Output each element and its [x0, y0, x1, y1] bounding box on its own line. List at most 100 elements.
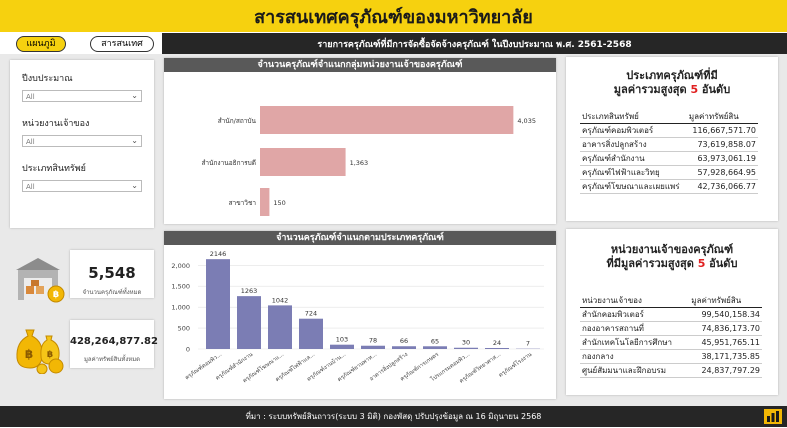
row-value: 45,951,765.11 [689, 336, 762, 350]
tab-info[interactable]: สารสนเทศ [90, 36, 154, 52]
row-value: 73,619,858.07 [687, 138, 758, 152]
vbar-tick-label: 1,000 [171, 304, 190, 312]
svg-text:฿: ฿ [53, 290, 59, 300]
vbar-value-label: 24 [493, 339, 501, 347]
row-name: อาคารสิ่งปลูกสร้าง [580, 138, 687, 152]
vbar-value-label: 1263 [241, 287, 258, 295]
row-value: 38,171,735.85 [689, 350, 762, 364]
tab-map[interactable]: แผนภูมิ [16, 36, 66, 52]
warehouse-icon: ฿ [12, 252, 68, 306]
hbar-chart: สำนัก/สถาบัน 4,035 สำนักงานอธิการบดี 1,363 ส… [164, 72, 556, 222]
top-types-col-value: มูลค่าทรัพย์สิน [687, 109, 758, 124]
hbar-value-label: 1,363 [350, 159, 369, 167]
top-owners-table: หน่วยงานเจ้าของมูลค่าทรัพย์สิน สำนักคอมพ… [580, 293, 762, 378]
row-name: ครุภัณฑ์คอมพิวเตอร์ [580, 124, 687, 138]
row-name: ครุภัณฑ์ไฟฟ้าและวิทยุ [580, 166, 687, 180]
kpi-value-value: 428,264,877.82 [70, 336, 154, 347]
row-value: 99,540,158.34 [689, 308, 762, 322]
row-name: ครุภัณฑ์สำนักงาน [580, 152, 687, 166]
row-name: ครุภัณฑ์โฆษณาและเผยแพร่ [580, 180, 687, 194]
top-owners-col-name: หน่วยงานเจ้าของ [580, 293, 689, 308]
table-row[interactable]: ครุภัณฑ์ไฟฟ้าและวิทยุ57,928,664.95 [580, 166, 758, 180]
filter-value-year: All [26, 93, 35, 101]
vbar-bar [268, 305, 292, 349]
hbar-value-label: 4,035 [517, 117, 536, 125]
filter-label-year: ปีงบประมาณ [22, 71, 73, 85]
vbar-bar [392, 346, 416, 349]
filter-panel: ปีงบประมาณ All⌄ หน่วยงานเจ้าของ All⌄ ประ… [10, 60, 154, 228]
vbar-tick-label: 500 [178, 325, 190, 333]
hbar-chart-card: จำนวนครุภัณฑ์จำแนกกลุ่มหน่วยงานเจ้าของคร… [164, 58, 556, 224]
filter-value-owner: All [26, 138, 35, 146]
top-owners-title-2: ที่มีมูลค่ารวมสูงสุด 5 อันดับ [566, 254, 778, 272]
kpi-value-card: 428,264,877.82 มูลค่าทรัพย์สินทั้งหมด [70, 320, 154, 368]
title-bar: สารสนเทศครุภัณฑ์ของมหาวิทยาลัย [0, 0, 787, 32]
filter-select-asset-type[interactable]: All⌄ [22, 180, 142, 192]
top-types-title-num: 5 [690, 83, 698, 96]
row-value: 24,837,797.29 [689, 364, 762, 378]
vbar-category-label: ครุภัณฑ์โรงงาน [497, 350, 533, 379]
hbar-value-label: 150 [273, 199, 285, 207]
row-value: 74,836,173.70 [689, 322, 762, 336]
top-types-title-2: มูลค่ารวมสูงสุด 5 อันดับ [566, 80, 778, 98]
vbar-value-label: 7 [526, 340, 530, 348]
vbar-chart-card: จำนวนครุภัณฑ์จำแนกตามประเภทครุภัณฑ์ 2,00… [164, 231, 556, 399]
top-owners-title-post: อันดับ [705, 257, 737, 270]
top-types-title-post: อันดับ [698, 83, 730, 96]
row-value: 63,973,061.19 [687, 152, 758, 166]
vbar-bar [423, 346, 447, 349]
hbar-bar [260, 106, 513, 134]
filter-label-owner: หน่วยงานเจ้าของ [22, 116, 89, 130]
row-name: สำนักเทคโนโลยีการศึกษา [580, 336, 689, 350]
kpi-count-label: จำนวนครุภัณฑ์ทั้งหมด [70, 287, 154, 297]
page-title: สารสนเทศครุภัณฑ์ของมหาวิทยาลัย [254, 2, 533, 31]
hbar-category-label: สำนัก/สถาบัน [218, 117, 257, 125]
filter-value-asset-type: All [26, 183, 35, 191]
filter-label-asset-type: ประเภทสินทรัพย์ [22, 161, 86, 175]
row-name: กองอาคารสถานที่ [580, 322, 689, 336]
kpi-value-label: มูลค่าทรัพย์สินทั้งหมด [70, 354, 154, 364]
hbar-category-label: สำนักงานอธิการบดี [201, 159, 256, 167]
table-row[interactable]: ครุภัณฑ์โฆษณาและเผยแพร่42,736,066.77 [580, 180, 758, 194]
table-row[interactable]: ครุภัณฑ์คอมพิวเตอร์116,667,571.70 [580, 124, 758, 138]
vbar-value-label: 30 [462, 339, 470, 347]
table-row[interactable]: สำนักคอมพิวเตอร์99,540,158.34 [580, 308, 762, 322]
kpi-count-value: 5,548 [70, 264, 154, 282]
subtitle: รายการครุภัณฑ์ที่มีการจัดซื้อจัดจ้างครุภ… [317, 37, 631, 51]
vbar-chart: 2,0001,5001,00050002146ครุภัณฑ์คอมพิว...… [164, 245, 556, 399]
row-name: สำนักคอมพิวเตอร์ [580, 308, 689, 322]
vbar-bar [206, 259, 230, 349]
vbar-value-label: 103 [336, 336, 348, 344]
vbar-value-label: 1042 [272, 296, 289, 304]
vbar-chart-title: จำนวนครุภัณฑ์จำแนกตามประเภทครุภัณฑ์ [164, 231, 556, 245]
hbar-chart-title: จำนวนครุภัณฑ์จำแนกกลุ่มหน่วยงานเจ้าของคร… [164, 58, 556, 72]
top-types-table: ประเภทสินทรัพย์มูลค่าทรัพย์สิน ครุภัณฑ์ค… [580, 109, 758, 194]
footer: ที่มา : ระบบทรัพย์สินถาวร(ระบบ 3 มิติ) ก… [0, 406, 787, 427]
vbar-bar [454, 348, 478, 349]
vbar-bar [330, 345, 354, 349]
footer-source: ที่มา : ระบบทรัพย์สินถาวร(ระบบ 3 มิติ) ก… [246, 410, 542, 423]
vbar-value-label: 65 [431, 337, 439, 345]
vbar-bar [237, 296, 261, 349]
row-name: กองกลาง [580, 350, 689, 364]
vbar-value-label: 2146 [210, 250, 227, 258]
top-owners-col-value: มูลค่าทรัพย์สิน [689, 293, 762, 308]
vbar-tick-label: 1,500 [171, 283, 190, 291]
filter-select-owner[interactable]: All⌄ [22, 135, 142, 147]
filter-select-year[interactable]: All⌄ [22, 90, 142, 102]
table-row[interactable]: กองอาคารสถานที่74,836,173.70 [580, 322, 762, 336]
row-name: ศูนย์สัมมนาและฝึกอบรม [580, 364, 689, 378]
svg-text:฿: ฿ [47, 350, 53, 360]
vbar-tick-label: 2,000 [171, 262, 190, 270]
vbar-value-label: 724 [305, 310, 317, 318]
vbar-value-label: 78 [369, 337, 377, 345]
kpi-count-card: 5,548 จำนวนครุภัณฑ์ทั้งหมด [70, 250, 154, 298]
vbar-tick-label: 0 [186, 346, 190, 354]
powerbi-logo-icon[interactable] [764, 409, 782, 424]
hbar-category-label: สาขาวิชา [229, 199, 257, 207]
